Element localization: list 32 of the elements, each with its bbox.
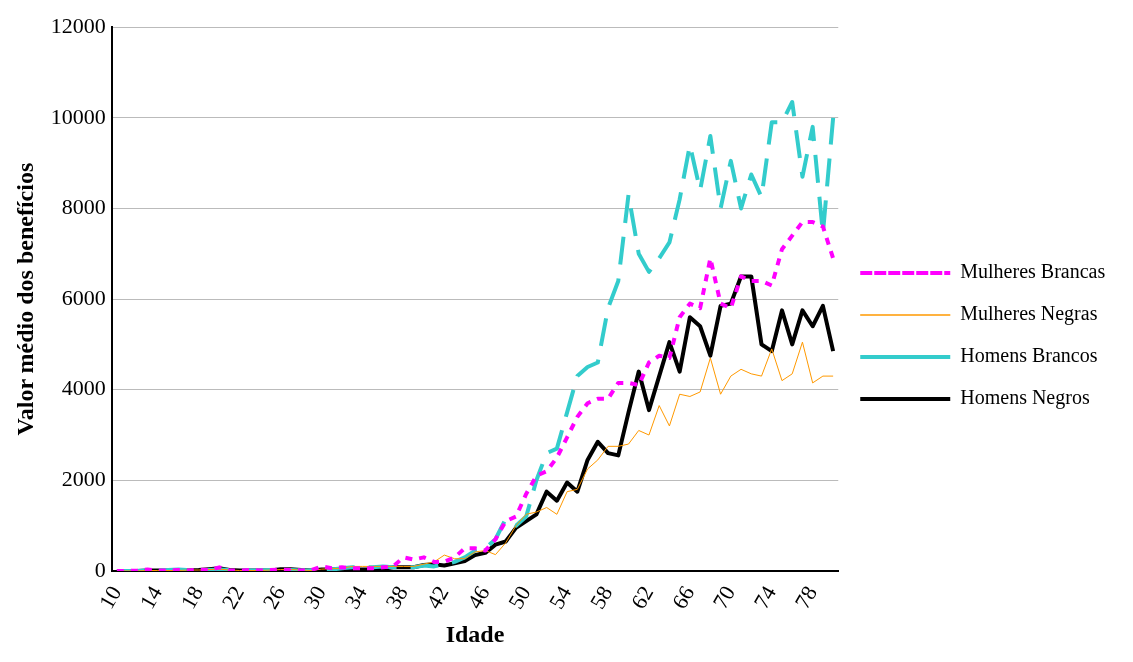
line-series <box>114 220 836 571</box>
y-tick-label: 2000 <box>61 466 106 492</box>
x-tick-label: 14 <box>134 581 168 613</box>
y-tick-label: 4000 <box>61 375 106 401</box>
y-tick-label: 0 <box>94 556 106 582</box>
x-tick-label: 10 <box>93 581 127 613</box>
x-tick-label: 30 <box>298 581 331 613</box>
y-tick-label: 10000 <box>50 103 106 129</box>
x-tick-label: 66 <box>666 581 700 613</box>
legend-label: Homens Negros <box>960 386 1090 410</box>
y-tick-label: 6000 <box>61 284 106 310</box>
legend-label: Mulheres Negras <box>960 302 1098 326</box>
legend-label: Homens Brancos <box>960 344 1098 367</box>
x-tick-label: 22 <box>216 581 250 613</box>
y-tick-label: 8000 <box>61 194 106 220</box>
x-tick-label: 34 <box>339 581 372 613</box>
x-tick-label: 26 <box>257 581 290 613</box>
x-tick-label: 70 <box>707 581 741 613</box>
y-axis-title: Valor médio dos benefícios <box>11 162 38 436</box>
x-tick-label: 62 <box>625 581 659 613</box>
legend-label: Mulheres Brancas <box>960 260 1106 283</box>
x-tick-label: 78 <box>789 581 823 613</box>
x-tick-label: 74 <box>748 581 782 613</box>
x-tick-label: 54 <box>543 581 577 613</box>
y-tick-label: 12000 <box>50 12 106 38</box>
x-tick-label: 18 <box>175 581 209 613</box>
x-tick-label: 58 <box>584 581 618 613</box>
x-tick-label: 42 <box>421 581 454 613</box>
x-tick-label: 38 <box>380 581 413 613</box>
x-tick-label: 46 <box>461 581 495 613</box>
x-axis-title: Idade <box>445 620 505 647</box>
x-tick-label: 50 <box>502 581 536 613</box>
